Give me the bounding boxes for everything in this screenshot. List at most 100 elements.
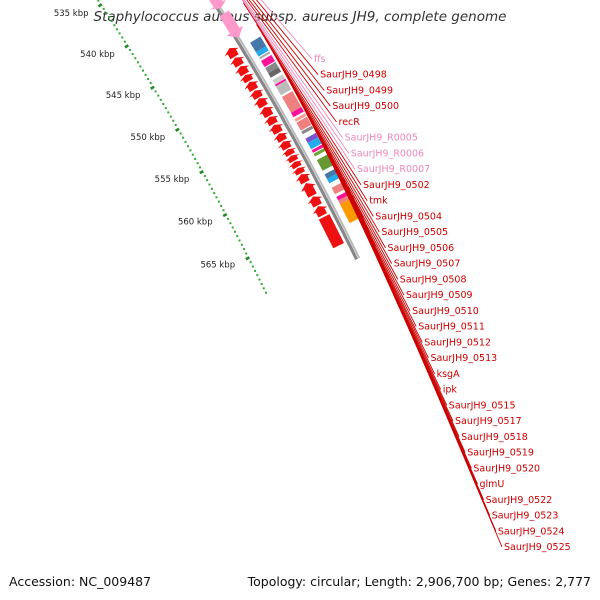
axis-minor-tick <box>229 222 232 225</box>
axis-minor-tick <box>256 274 259 277</box>
axis-minor-tick <box>134 57 137 60</box>
reverse-gene-arrow <box>254 97 269 109</box>
axis-tick-label: 535 kbp <box>54 9 89 19</box>
feature-label: SaurJH9_0506 <box>388 243 455 254</box>
axis-minor-tick <box>245 252 248 255</box>
feature-label: SaurJH9_0502 <box>363 180 430 191</box>
axis-minor-tick <box>164 107 167 110</box>
forward-feature-block <box>268 67 282 78</box>
axis-major-tick <box>245 256 250 261</box>
axis-minor-tick <box>129 48 132 51</box>
feature-label: SaurJH9_R0006 <box>351 149 424 160</box>
axis-minor-tick <box>182 136 185 139</box>
forward-feature-block <box>282 91 302 113</box>
map-title: Staphylococcus aureus subsp. aureus JH9,… <box>93 9 507 25</box>
forward-feature-block <box>301 125 314 135</box>
axis-tick-label: 555 kbp <box>155 175 190 185</box>
reverse-gene-arrow <box>244 81 259 93</box>
axis-minor-tick <box>199 166 201 169</box>
topology-label: Topology: circular; Length: 2,906,700 bp… <box>247 574 591 589</box>
feature-label: SaurJH9_0510 <box>412 306 479 317</box>
axis-minor-tick <box>121 36 124 39</box>
axis-minor-tick <box>167 111 170 114</box>
axis-major-tick <box>124 44 130 49</box>
feature-label: SaurJH9_0511 <box>418 322 485 333</box>
forward-feature-block <box>274 78 287 87</box>
forward-strand-track <box>250 36 361 224</box>
reverse-strand-track <box>224 47 344 249</box>
feature-label: SaurJH9_0522 <box>486 495 553 506</box>
reverse-gene-arrow <box>249 89 264 100</box>
axis-minor-tick <box>136 61 139 64</box>
feature-label: SaurJH9_0524 <box>498 526 565 537</box>
feature-label: recR <box>339 117 361 128</box>
feature-label: SaurJH9_0512 <box>424 337 491 348</box>
reverse-gene-arrow <box>264 115 279 127</box>
reverse-gene-arrow <box>281 147 297 157</box>
forward-feature-block <box>296 116 312 131</box>
forward-feature-block <box>291 107 304 118</box>
rna-track <box>209 0 243 38</box>
forward-feature-block <box>326 173 340 184</box>
axis-tick-label: 560 kbp <box>178 218 213 228</box>
axis-minor-tick <box>147 78 150 80</box>
axis-minor-tick <box>236 235 239 238</box>
feature-label: SaurJH9_0508 <box>400 274 467 285</box>
axis-minor-tick <box>203 175 206 177</box>
forward-feature-block <box>331 182 346 195</box>
axis-minor-tick <box>179 132 182 135</box>
axis-major-tick <box>199 170 204 175</box>
axis-minor-tick <box>169 115 172 118</box>
axis-minor-tick <box>220 204 223 207</box>
axis-minor-tick <box>123 40 126 43</box>
reverse-gene-arrow <box>312 206 328 218</box>
axis-minor-tick <box>227 217 230 220</box>
reverse-gene-arrow <box>295 173 311 185</box>
feature-label: SaurJH9_0499 <box>326 86 393 97</box>
reverse-gene-arrow <box>301 183 317 198</box>
axis-minor-tick <box>231 226 234 229</box>
axis-minor-tick <box>174 124 177 126</box>
feature-label: SaurJH9_0500 <box>332 101 399 112</box>
rna-gene-arrow <box>209 0 227 10</box>
axis-minor-tick <box>102 7 105 10</box>
feature-leader-line <box>358 207 503 548</box>
forward-feature-block <box>272 74 286 85</box>
forward-feature-block <box>311 144 324 153</box>
feature-label: SaurJH9_0523 <box>492 511 559 522</box>
feature-leader-line <box>242 2 362 186</box>
axis-minor-tick <box>260 283 263 285</box>
axis-minor-tick <box>215 196 218 199</box>
axis-minor-tick <box>116 28 118 31</box>
feature-label: SaurJH9_R0007 <box>357 164 430 175</box>
axis-minor-tick <box>210 187 213 190</box>
reverse-gene-arrow <box>277 140 293 151</box>
feature-label: ksgA <box>437 369 460 380</box>
feature-label: SaurJH9_0513 <box>431 353 498 364</box>
axis-minor-tick <box>234 230 236 233</box>
axis-minor-tick <box>187 145 189 148</box>
axis-minor-tick <box>159 98 162 101</box>
axis-major-tick <box>174 127 180 132</box>
axis-minor-tick <box>196 162 199 165</box>
forward-feature-block <box>265 61 279 74</box>
backbone-shadow <box>214 0 361 259</box>
axis-minor-tick <box>243 248 245 251</box>
feature-label: SaurJH9_0525 <box>504 542 571 553</box>
axis-minor-tick <box>97 0 100 2</box>
axis-tick-label: 540 kbp <box>80 50 115 60</box>
forward-feature-block <box>255 46 269 57</box>
feature-label: SaurJH9_R0005 <box>345 133 418 144</box>
axis-minor-tick <box>144 73 147 76</box>
axis-minor-tick <box>157 94 160 97</box>
accession-label: Accession: NC_009487 <box>9 574 152 589</box>
genome-backbone <box>210 0 361 261</box>
feature-label: SaurJH9_0505 <box>381 227 448 238</box>
forward-feature-block <box>305 132 319 144</box>
feature-label: SaurJH9_0509 <box>406 290 473 301</box>
reverse-gene-arrow <box>307 196 323 208</box>
axis-minor-tick <box>131 53 134 55</box>
axis-minor-tick <box>217 200 220 203</box>
